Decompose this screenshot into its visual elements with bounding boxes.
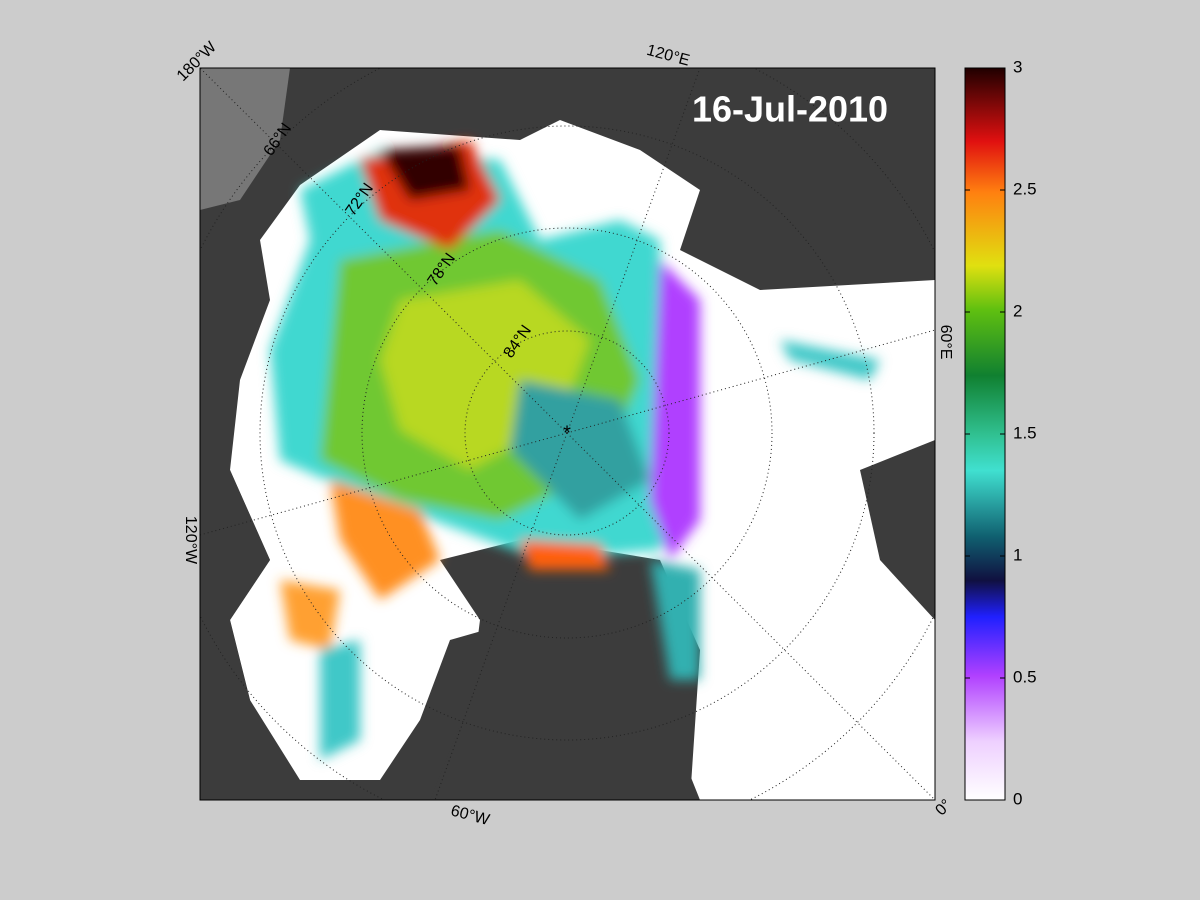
colorbar-tick-label: 3	[1013, 57, 1022, 76]
lon-label: 120°W	[182, 516, 199, 565]
colorbar-tick-label: 0	[1013, 789, 1022, 808]
greenland	[430, 540, 700, 800]
colorbar-tick-label: 1.5	[1013, 423, 1037, 442]
pole-marker: *	[563, 422, 571, 444]
lon-label: 60°E	[937, 325, 954, 360]
lon-label: 120°E	[645, 42, 692, 70]
lon-label: 60°W	[449, 802, 492, 829]
lon-label: 0°	[932, 796, 955, 819]
ice-thickness	[270, 140, 880, 760]
colorbar: 0 0.5 1 1.5 2 2.5 3	[964, 57, 1037, 808]
scandinavia	[860, 440, 935, 620]
colorbar-tick-label: 2.5	[1013, 179, 1037, 198]
map: *	[200, 68, 935, 800]
colorbar-tick-label: 0.5	[1013, 667, 1037, 686]
map-frame	[199, 67, 936, 801]
colorbar-tick-label: 1	[1013, 545, 1022, 564]
outside-area	[200, 68, 290, 210]
colorbar-tick-label: 2	[1013, 301, 1022, 320]
graticule	[200, 68, 935, 800]
colorbar-scale	[964, 67, 1006, 801]
canada	[200, 420, 270, 800]
date-label: 16-Jul-2010	[692, 89, 888, 130]
